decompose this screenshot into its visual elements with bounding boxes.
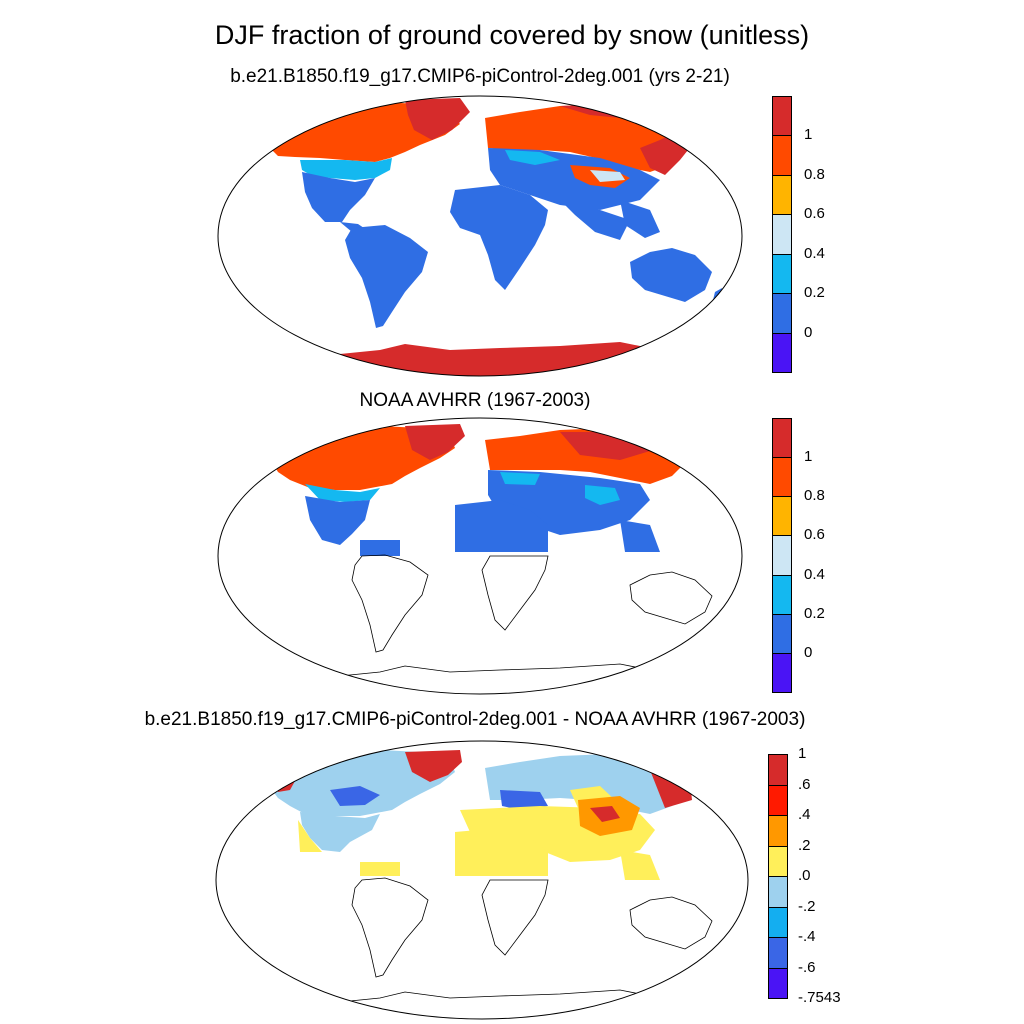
colorbar-swatch — [768, 937, 788, 969]
map-frame-observations — [217, 417, 743, 695]
colorbar-swatch — [772, 613, 792, 654]
colorbar-swatch — [772, 535, 792, 576]
north-america-difference — [272, 750, 462, 876]
eurasia-difference — [460, 754, 692, 880]
colorbar-label: 0.6 — [804, 526, 825, 544]
colorbar-label: 0.8 — [804, 487, 825, 505]
colorbar-swatch — [772, 574, 792, 615]
colorbar-label: .4 — [798, 806, 811, 823]
colorbar-swatch — [768, 906, 788, 938]
colorbar-swatch — [772, 332, 792, 373]
colorbar-label: -.6 — [798, 958, 816, 976]
colorbar-label: .0 — [798, 867, 811, 884]
coastlines-unfilled-difference — [299, 877, 746, 1015]
panel-title-observations: NOAA AVHRR (1967-2003) — [359, 390, 591, 411]
colorbar-swatch — [772, 652, 792, 693]
colorbar-swatch — [772, 418, 792, 459]
colorbar-swatch — [772, 214, 792, 255]
colorbar-label: 0.4 — [804, 244, 825, 262]
colorbar-label: 0.6 — [804, 205, 825, 223]
colorbar-swatch — [768, 754, 788, 786]
north-africa-observations — [455, 500, 548, 552]
colorbar-difference: 1 .6 .4 .2 .0 -.2 -.4 -.6 -.7543 — [768, 745, 841, 1006]
australia-model — [630, 248, 712, 302]
colorbar-swatch — [772, 293, 792, 334]
colorbar-observations: 1 0.8 0.6 0.4 0.2 0 — [772, 418, 825, 693]
south-america-model — [345, 225, 428, 328]
greenland-model — [405, 98, 470, 140]
colorbar-label: 0 — [804, 643, 813, 661]
colorbar-label: -.4 — [798, 928, 816, 945]
colorbar-label: 1 — [798, 745, 807, 762]
colorbar-swatch — [772, 457, 792, 498]
colorbar-swatch — [768, 784, 788, 816]
map-model — [217, 95, 743, 377]
eurasia-observations — [485, 428, 688, 552]
colorbar-label: .2 — [798, 836, 811, 854]
colorbar-swatch — [772, 496, 792, 537]
map-frame-model — [217, 95, 743, 377]
north-america-observations — [272, 424, 465, 556]
coastlines-unfilled-observations — [299, 554, 742, 689]
colorbar-swatch — [772, 135, 792, 176]
colorbar-label: 0.8 — [804, 165, 825, 183]
colorbar-swatch — [772, 96, 792, 137]
figure-title: DJF fraction of ground covered by snow (… — [214, 20, 810, 50]
panel-title-difference: b.e21.B1850.f19_g17.CMIP6-piControl-2deg… — [144, 709, 806, 730]
colorbar-label: 0 — [804, 323, 813, 341]
map-observations — [217, 417, 743, 695]
colorbar-label: 0.4 — [804, 565, 825, 583]
colorbar-label: 1 — [804, 126, 813, 144]
map-frame-difference — [215, 740, 749, 1020]
colorbar-swatch — [768, 876, 788, 908]
colorbar-model: 1 0.8 0.6 0.4 0.2 0 — [772, 96, 825, 373]
africa-model — [450, 185, 548, 290]
colorbar-label: 0.2 — [804, 284, 825, 302]
colorbar-label: .6 — [798, 775, 811, 793]
colorbar-swatch — [772, 174, 792, 216]
north-africa-difference — [455, 828, 548, 876]
colorbar-label: 0.2 — [804, 604, 825, 622]
colorbar-swatch — [768, 845, 788, 877]
antarctica-model — [300, 342, 742, 376]
map-difference — [215, 740, 749, 1020]
colorbar-label: 1 — [804, 448, 813, 466]
colorbar-label: -.2 — [798, 897, 816, 915]
colorbar-swatch — [772, 253, 792, 295]
panel-title-model: b.e21.B1850.f19_g17.CMIP6-piControl-2deg… — [230, 66, 730, 87]
colorbar-label: -.7543 — [798, 989, 841, 1006]
colorbar-swatch — [768, 815, 788, 847]
colorbar-swatch — [768, 967, 788, 999]
